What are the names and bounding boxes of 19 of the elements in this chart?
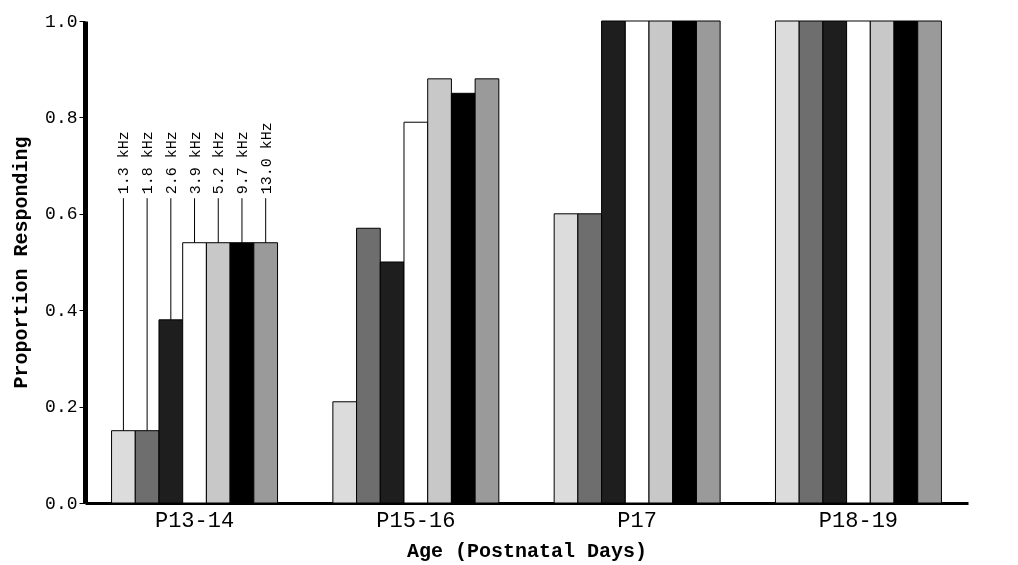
y-tick-label: 0.6 — [45, 204, 78, 225]
x-axis-title: Age (Postnatal Days) — [406, 539, 648, 563]
y-tick-label: 0.4 — [45, 300, 78, 321]
text: 2.6 kHz — [163, 131, 181, 195]
x-tick-label: P13-14 — [154, 508, 235, 534]
text: 1.3 kHz — [116, 131, 134, 195]
x-tick-label: P18-19 — [818, 508, 899, 534]
text: 13.0 kHz — [258, 122, 276, 195]
y-tick-label: 1.0 — [45, 11, 78, 32]
text: 5.2 kHz — [211, 131, 229, 195]
text: 1.8 kHz — [140, 131, 158, 195]
y-tick-label: 0.2 — [45, 397, 78, 418]
text: 3.9 kHz — [187, 131, 205, 195]
y-axis-title: Proportion Responding — [10, 136, 34, 389]
y-tick-label: 0.8 — [45, 107, 78, 128]
x-tick-label: P17 — [617, 508, 657, 534]
y-tick-label: 0.0 — [45, 493, 78, 514]
text: 9.7 kHz — [234, 131, 252, 195]
x-tick-label: P15-16 — [376, 508, 456, 534]
